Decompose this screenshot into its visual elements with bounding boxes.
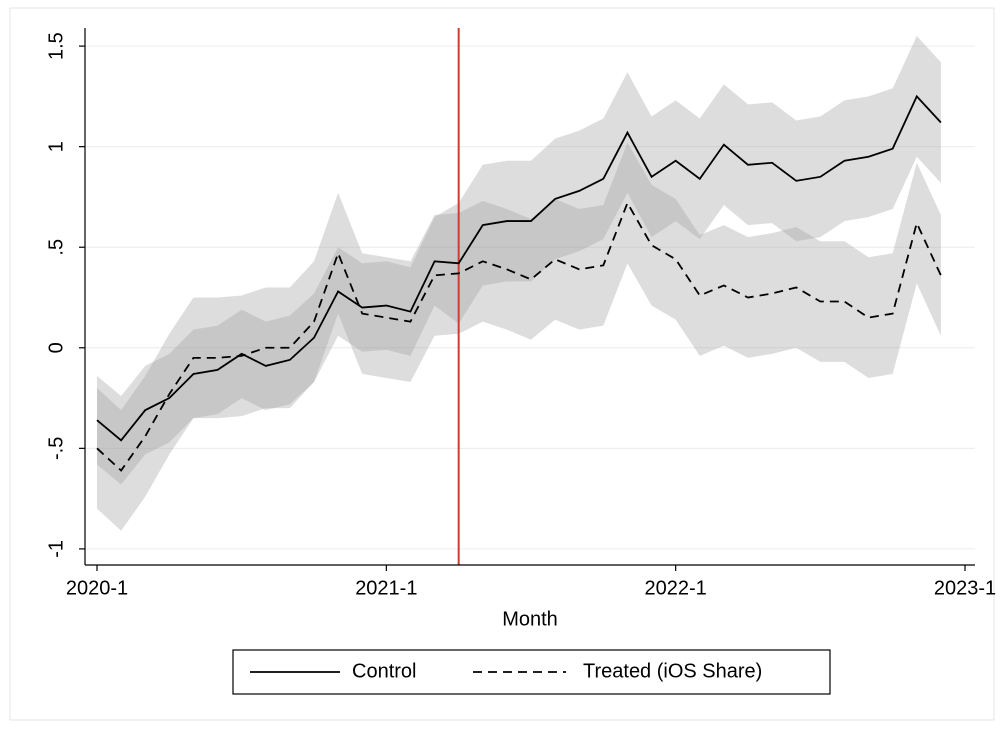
x-tick-label: 2021-1 xyxy=(355,577,417,599)
y-tick-label: -.5 xyxy=(45,437,67,460)
chart-frame xyxy=(9,7,995,721)
legend-label: Control xyxy=(352,660,416,682)
confidence-band xyxy=(97,142,941,531)
x-tick-label: 2023-1 xyxy=(934,577,996,599)
legend-label: Treated (iOS Share) xyxy=(583,660,762,682)
y-tick-label: 0 xyxy=(45,342,67,353)
x-axis-label: Month xyxy=(502,608,558,630)
x-tick-label: 2022-1 xyxy=(645,577,707,599)
y-tick-label: 1.5 xyxy=(45,32,67,60)
y-tick-label: 1 xyxy=(45,141,67,152)
x-tick-label: 2020-1 xyxy=(66,577,128,599)
y-tick-label: -1 xyxy=(45,540,67,558)
series-line xyxy=(96,200,942,472)
y-tick-label: .5 xyxy=(45,239,67,256)
confidence-band xyxy=(97,36,941,485)
